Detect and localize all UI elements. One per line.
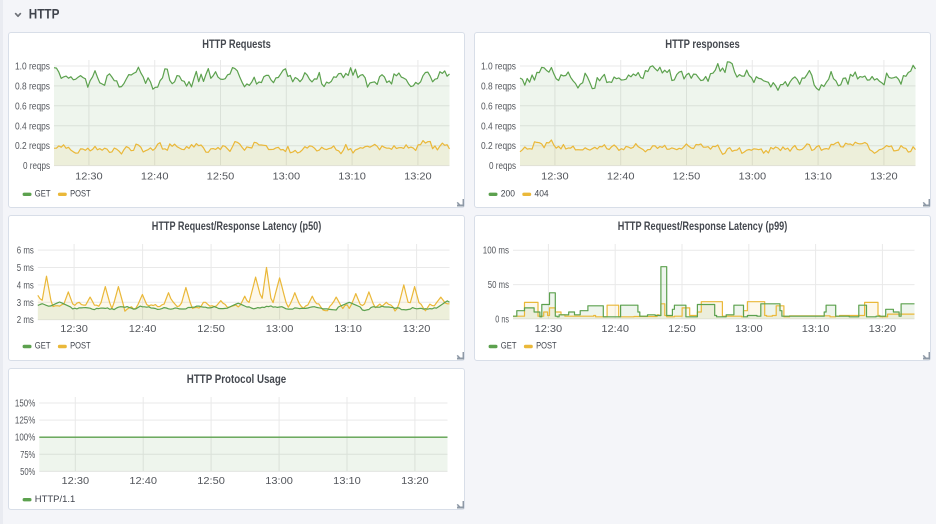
svg-text:13:10: 13:10 <box>334 324 362 335</box>
svg-text:12:30: 12:30 <box>60 324 88 335</box>
svg-text:200: 200 <box>501 188 515 199</box>
svg-text:5 ms: 5 ms <box>17 263 34 274</box>
svg-text:12:40: 12:40 <box>601 324 629 335</box>
svg-text:12:50: 12:50 <box>673 171 701 182</box>
svg-text:GET: GET <box>35 341 51 352</box>
svg-text:0 reqps: 0 reqps <box>489 161 516 172</box>
svg-text:HTTP Request/Response Latency: HTTP Request/Response Latency (p99) <box>618 219 788 233</box>
svg-text:0.6 reqps: 0.6 reqps <box>481 101 516 112</box>
svg-text:GET: GET <box>35 188 51 199</box>
svg-text:13:20: 13:20 <box>403 324 431 335</box>
svg-text:12:40: 12:40 <box>141 171 169 182</box>
svg-text:POST: POST <box>536 341 557 352</box>
svg-text:1.0 reqps: 1.0 reqps <box>15 62 50 73</box>
svg-text:13:00: 13:00 <box>735 324 763 335</box>
svg-text:0 reqps: 0 reqps <box>23 161 50 172</box>
svg-text:13:00: 13:00 <box>266 324 294 335</box>
svg-text:13:00: 13:00 <box>265 476 293 487</box>
svg-text:12:30: 12:30 <box>62 476 90 487</box>
svg-text:13:20: 13:20 <box>404 171 432 182</box>
svg-text:0.4 reqps: 0.4 reqps <box>481 121 516 132</box>
svg-text:0.6 reqps: 0.6 reqps <box>15 101 50 112</box>
svg-text:13:10: 13:10 <box>804 171 832 182</box>
svg-text:0 ns: 0 ns <box>495 314 509 325</box>
svg-text:0.2 reqps: 0.2 reqps <box>481 141 516 152</box>
svg-text:75%: 75% <box>20 450 35 461</box>
svg-text:100%: 100% <box>15 433 35 444</box>
svg-text:2 ms: 2 ms <box>17 315 34 326</box>
svg-text:13:10: 13:10 <box>802 324 830 335</box>
svg-text:13:20: 13:20 <box>870 171 898 182</box>
svg-text:6 ms: 6 ms <box>17 246 34 257</box>
svg-text:13:00: 13:00 <box>739 171 767 182</box>
svg-text:50 ms: 50 ms <box>488 280 509 291</box>
svg-text:12:40: 12:40 <box>607 171 635 182</box>
svg-text:125%: 125% <box>15 416 35 427</box>
svg-text:12:30: 12:30 <box>535 324 563 335</box>
svg-text:0.4 reqps: 0.4 reqps <box>15 121 50 132</box>
svg-text:POST: POST <box>70 188 91 199</box>
svg-text:1.0 reqps: 1.0 reqps <box>481 62 516 73</box>
svg-text:0.8 reqps: 0.8 reqps <box>481 81 516 92</box>
svg-text:12:30: 12:30 <box>541 171 569 182</box>
svg-text:4 ms: 4 ms <box>17 280 34 291</box>
svg-text:HTTP/1.1: HTTP/1.1 <box>35 494 75 505</box>
svg-text:50%: 50% <box>20 467 35 478</box>
svg-text:0.8 reqps: 0.8 reqps <box>15 81 50 92</box>
svg-text:150%: 150% <box>15 399 35 410</box>
svg-text:12:40: 12:40 <box>129 476 157 487</box>
svg-text:404: 404 <box>535 188 549 199</box>
svg-text:13:10: 13:10 <box>338 171 366 182</box>
svg-text:13:00: 13:00 <box>273 171 301 182</box>
svg-text:12:30: 12:30 <box>75 171 103 182</box>
svg-text:POST: POST <box>70 341 91 352</box>
svg-text:12:50: 12:50 <box>197 476 225 487</box>
svg-text:12:40: 12:40 <box>129 324 157 335</box>
svg-text:HTTP responses: HTTP responses <box>665 37 740 51</box>
svg-text:HTTP Requests: HTTP Requests <box>202 37 271 51</box>
svg-text:13:20: 13:20 <box>401 476 429 487</box>
svg-text:13:20: 13:20 <box>869 324 897 335</box>
svg-text:HTTP: HTTP <box>29 6 60 22</box>
svg-text:HTTP Protocol Usage: HTTP Protocol Usage <box>187 372 287 386</box>
svg-text:12:50: 12:50 <box>197 324 225 335</box>
svg-text:GET: GET <box>501 341 517 352</box>
svg-text:13:10: 13:10 <box>333 476 361 487</box>
svg-text:12:50: 12:50 <box>207 171 235 182</box>
svg-text:12:50: 12:50 <box>668 324 696 335</box>
svg-text:100 ms: 100 ms <box>483 246 509 257</box>
svg-text:3 ms: 3 ms <box>17 298 34 309</box>
svg-text:0.2 reqps: 0.2 reqps <box>15 141 50 152</box>
svg-text:HTTP Request/Response Latency: HTTP Request/Response Latency (p50) <box>152 219 322 233</box>
